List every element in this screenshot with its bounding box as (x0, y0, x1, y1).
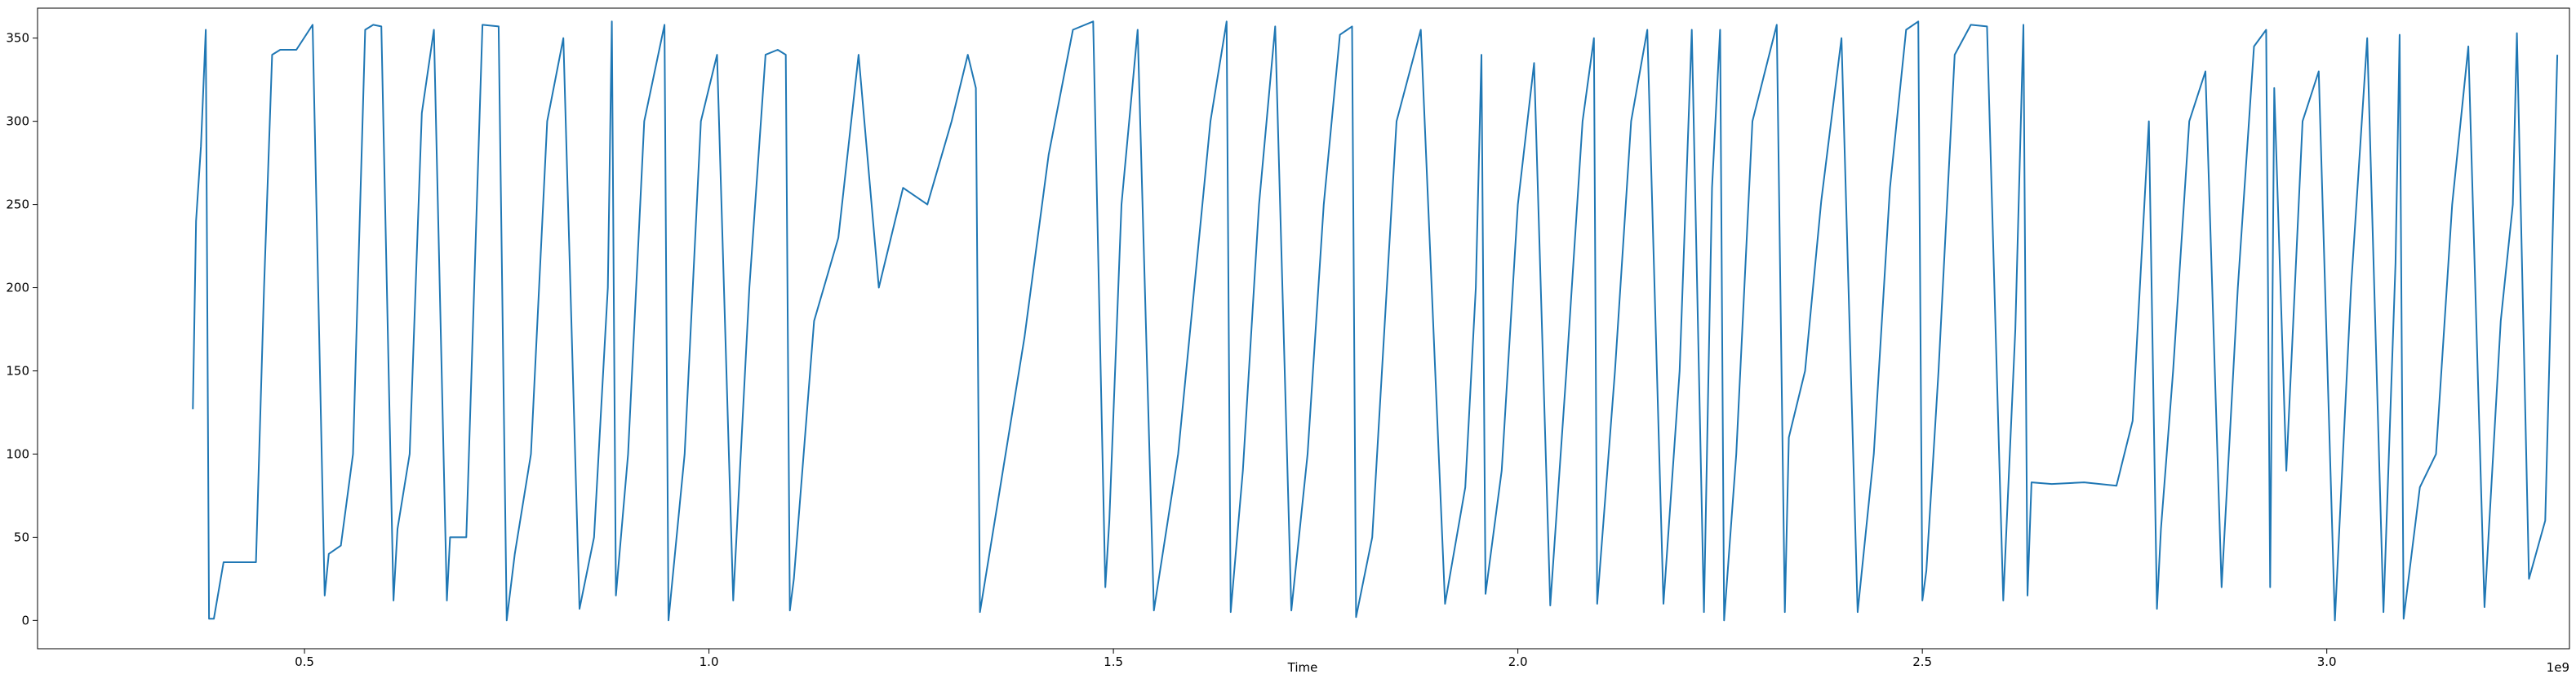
y-tick-label: 300 (6, 114, 29, 129)
series-layer (192, 20, 2559, 622)
x-axis-label: Time (1287, 660, 1318, 675)
x-tick-label: 2.5 (1912, 654, 1932, 669)
y-tick-label: 100 (6, 446, 29, 461)
x-tick-layer: 0.5 1.0 1.5 2.0 2.5 3.0 (295, 649, 2337, 669)
y-tick-label: 50 (14, 530, 29, 544)
x-tick-label: 3.0 (2317, 654, 2337, 669)
y-tick-label: 250 (6, 197, 29, 212)
y-tick-label: 0 (21, 613, 29, 628)
plot-frame (37, 7, 2570, 650)
y-tick-label: 150 (6, 363, 29, 378)
y-tick-layer: 0 50 100 150 200 250 300 350 (6, 31, 38, 628)
x-tick-label: 0.5 (295, 654, 314, 669)
x-tick-label: 2.0 (1508, 654, 1528, 669)
x-tick-label: 1.0 (700, 654, 719, 669)
y-tick-label: 200 (6, 281, 29, 295)
series-line-1 (192, 20, 2559, 622)
x-axis-offset-label: 1e9 (2547, 660, 2569, 675)
y-tick-label: 350 (6, 31, 29, 46)
x-tick-label: 1.5 (1104, 654, 1123, 669)
